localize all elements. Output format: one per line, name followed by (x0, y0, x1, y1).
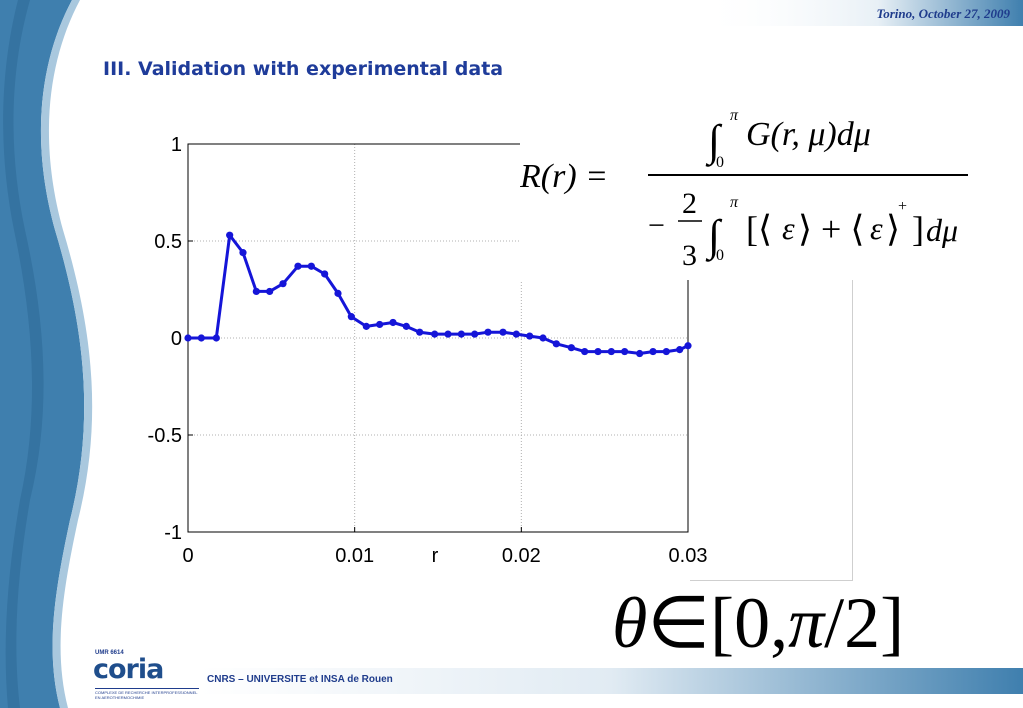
svg-text:⟩: ⟩ (886, 209, 900, 249)
equation-frame (690, 150, 853, 581)
data-point (334, 289, 342, 297)
left-wave-edge (3, 0, 44, 708)
svg-text:]: ] (912, 209, 924, 249)
data-point (594, 347, 602, 356)
data-point (636, 349, 644, 358)
svg-text:π: π (730, 194, 739, 211)
header-gradient-bar (700, 0, 1023, 26)
data-point (567, 344, 575, 352)
data-point (431, 330, 439, 338)
data-point (212, 334, 220, 342)
svg-text:ε: ε (870, 210, 883, 246)
data-point (607, 347, 615, 356)
footer-text: CNRS – UNIVERSITE et INSA de Rouen (207, 674, 393, 685)
y-tick-label: 0 (171, 328, 182, 350)
series-points (184, 231, 692, 358)
footer-bar (200, 668, 1023, 694)
data-point (526, 332, 534, 340)
data-point (684, 342, 692, 350)
data-point (197, 334, 205, 342)
svg-text:3: 3 (682, 239, 697, 272)
data-point (662, 347, 670, 356)
integral-sign-top: ∫ (705, 116, 723, 167)
data-point (471, 330, 479, 338)
data-point (649, 347, 657, 356)
data-point (239, 249, 247, 257)
x-tick-label: 0.01 (335, 545, 374, 567)
formula-lhs: R(r) = (520, 158, 608, 195)
data-point (444, 330, 452, 338)
data-point (347, 313, 355, 321)
integral-sign-bottom: ∫ (705, 211, 723, 262)
y-tick-label: 0.5 (154, 231, 182, 253)
data-point (266, 287, 274, 296)
line-chart: 0 0.01 0.02 0.03 1 0.5 0 -0.5 -1 r (148, 134, 708, 567)
data-point (676, 346, 684, 354)
header-date: Torino, October 27, 2009 (876, 6, 1011, 21)
x-axis-label: r (432, 545, 439, 567)
svg-text:⟩ + ⟨: ⟩ + ⟨ (798, 209, 864, 249)
svg-text:[⟨: [⟨ (746, 209, 772, 249)
data-point (457, 330, 465, 338)
svg-text:0: 0 (716, 247, 724, 264)
svg-text:dμ: dμ (926, 212, 958, 248)
data-point (362, 322, 370, 330)
logo-name: coria (93, 654, 164, 685)
slide-title: III. Validation with experimental data (103, 58, 504, 80)
data-point (226, 231, 234, 239)
svg-text:2: 2 (682, 187, 697, 220)
logo-subtitle: COMPLEXE DE RECHERCHE INTERPROFESSIONNEL… (95, 688, 199, 700)
logo-umr: UMR 6614 (95, 650, 124, 656)
chart-grid (188, 144, 688, 532)
data-point (402, 322, 410, 330)
data-point (539, 334, 547, 342)
data-point (484, 328, 492, 336)
x-tick-label: 0 (182, 545, 193, 567)
data-point (389, 318, 397, 327)
data-point (621, 347, 629, 356)
y-tick-label: -0.5 (148, 425, 182, 447)
data-point (376, 320, 384, 329)
svg-text:−: − (648, 209, 665, 242)
svg-text:0: 0 (716, 154, 724, 171)
data-point (307, 262, 315, 270)
chart-ticks: 0 0.01 0.02 0.03 1 0.5 0 -0.5 -1 (148, 134, 708, 567)
data-point (552, 340, 560, 348)
data-point (184, 334, 192, 342)
data-point (581, 347, 589, 356)
ratio-formula: R(r) = ∫ π 0 G(r, μ)dμ − 2 3 ∫ π 0 [⟨ ε … (519, 95, 980, 280)
data-point (252, 287, 260, 296)
data-point (294, 262, 302, 270)
formula-numerator-text: G(r, μ)dμ (746, 116, 871, 153)
y-tick-label: 1 (171, 134, 182, 156)
svg-text:ε: ε (782, 210, 795, 246)
left-wave-light (40, 0, 93, 708)
data-point (416, 328, 424, 336)
x-tick-label: 0.02 (502, 545, 541, 567)
coria-logo: UMR 6614 coria COMPLEXE DE RECHERCHE INT… (93, 650, 203, 700)
data-point (279, 280, 287, 288)
data-point (321, 270, 329, 278)
svg-text:+: + (898, 198, 907, 215)
data-point (512, 330, 520, 338)
svg-text:π: π (730, 107, 739, 124)
y-tick-label: -1 (164, 522, 182, 544)
theta-range: θ∈[0,π/2] (612, 583, 905, 663)
formula-drawing: R(r) = ∫ π 0 G(r, μ)dμ − 2 3 ∫ π 0 [⟨ ε … (519, 107, 968, 272)
data-point (499, 328, 507, 336)
x-tick-label: 0.03 (669, 545, 708, 567)
